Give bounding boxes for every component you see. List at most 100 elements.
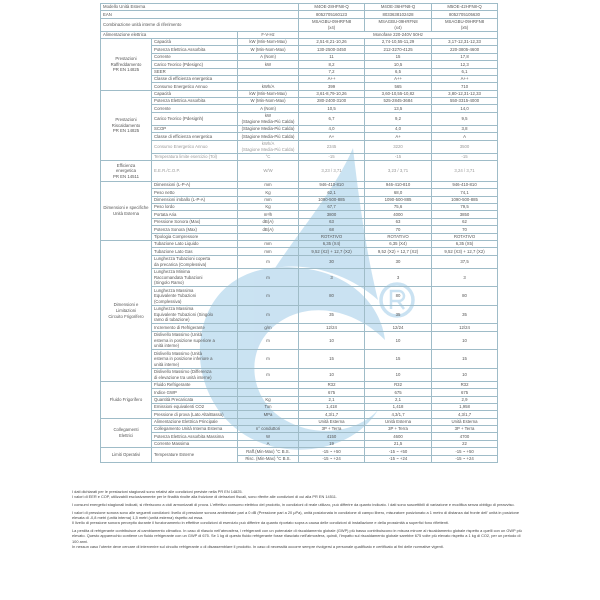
row-value: 3	[364, 267, 433, 288]
row-value: 280-2400-3100	[298, 97, 366, 106]
row-label: Pressione Sonora (Max)	[151, 217, 238, 227]
row-value: 3,24 / 3,71	[431, 159, 499, 182]
row-unit: m	[236, 254, 300, 269]
row-label: Indice GWP	[151, 388, 238, 397]
row-value: 15	[431, 349, 499, 369]
spec-row: Temperatura limite esercizio (Tol) °C -15-…	[101, 152, 499, 161]
row-value: 80	[431, 286, 499, 306]
row-value: 946-410-810	[298, 180, 366, 190]
row-value: 525-2845-3684	[364, 97, 433, 106]
spec-row: Dimensioni e specifiche Unità Esterna Dim…	[100, 180, 499, 241]
ean-value: 8052705105630	[431, 10, 499, 19]
row-value: 4,3/1,7	[431, 410, 499, 419]
row-value: R32	[364, 380, 433, 390]
row-value: 10	[364, 330, 433, 351]
row-value: -15 ~ +50	[431, 447, 499, 456]
row-value: 1,958	[431, 402, 499, 412]
footnote: I dati dichiarati per le prestazioni sta…	[72, 488, 337, 500]
row-label: Incremento di Refrigerante	[151, 323, 238, 332]
row-value: 3500	[431, 139, 499, 154]
row-value: 4700	[431, 432, 499, 441]
spec-row: Tipologia Compressore ROTATIVO ROTATIVO ROT…	[101, 232, 499, 241]
row-value: 2,74-10,55-11,29	[364, 38, 433, 47]
footnote: La perdita di refrigerante contribuisce …	[72, 527, 522, 550]
row-unit: dB(A)	[236, 217, 300, 227]
row-label: Alimentazione Elettrica Principale	[151, 417, 238, 427]
row-value: 80	[298, 286, 366, 306]
spec-row: Dimensioni imballo (L-P-A) mm 1090-500-885…	[101, 195, 499, 205]
row-label: Peso lordo	[151, 203, 238, 212]
row-unit: mm	[236, 247, 300, 256]
row-value: 710	[431, 82, 499, 91]
row-label: Collegamento Unità Interna Esterna	[151, 425, 238, 434]
row-label: Potenza Elettrica Assorbita	[151, 45, 238, 54]
row-value: 2345	[298, 139, 366, 154]
row-value: 212-3270-4125	[364, 45, 433, 54]
row-unit: Kg	[236, 203, 300, 212]
row-value: Unità Esterna	[364, 417, 433, 427]
row-value: 3,23 / 3,71	[298, 159, 366, 182]
ean-value: 8033638102428	[364, 10, 433, 19]
power-supply-value: Monofase 220-240V 50Hz	[298, 30, 499, 40]
spec-row: Corrente A (Nom) 10,5 13,5 14,0	[101, 104, 499, 113]
row-unit: m	[236, 267, 300, 288]
row-value: 15	[298, 349, 366, 369]
row-unit: m	[236, 330, 300, 351]
row-label: Pressione di prova (Lato Alta/Bassa)	[151, 410, 238, 419]
spec-row: Incremento di Refrigerante g/m 12/24 12/24 1…	[101, 323, 499, 332]
row-label: Lunghezza Massima Equivalente Tubazioni …	[151, 304, 238, 325]
spec-row: Risc. (Min-Max) °C B.S. -15 ~ +24 -15 ~ +2…	[101, 454, 499, 463]
row-value: 13,5	[364, 104, 433, 113]
row-label: Temperature Esterne	[151, 447, 238, 463]
row-unit	[236, 67, 300, 76]
row-value: 3,17-12,31-12,33	[431, 38, 499, 47]
spec-row: Lunghezza Massima Equivalente Tubazioni …	[101, 304, 499, 325]
row-value: 75,6	[364, 203, 433, 212]
row-value: -15 ~ +24	[298, 454, 366, 463]
row-label: Carico Teorico (Pdesignc)	[151, 60, 238, 69]
row-value: 675	[364, 388, 433, 397]
row-unit: A (Nom)	[236, 52, 300, 62]
row-label: Capacità	[151, 89, 238, 99]
row-value: 67,7	[298, 203, 366, 212]
row-label: Temperatura limite esercizio (Tol)	[151, 152, 238, 161]
spec-row: Classe di efficienza energetica (Stagione…	[101, 132, 499, 141]
row-value: 9,2	[364, 111, 433, 126]
row-unit: Risc. (Min-Max) °C B.S.	[236, 454, 300, 463]
row-value: 565	[364, 82, 433, 91]
row-value: 10	[364, 367, 433, 382]
row-label: Corrente	[151, 104, 238, 113]
row-value: -15	[364, 152, 433, 161]
row-value: 9,52 (X2) + 12,7 (X2)	[364, 247, 433, 256]
spec-row: Pressione Sonora (Max) dB(A) 63 63 62	[101, 217, 499, 227]
row-value: 1,418	[298, 402, 366, 412]
spec-row: Dislivello Massimo (Differenza di elevaz…	[101, 367, 499, 382]
row-unit: m	[236, 367, 300, 382]
row-value: 220-3805-4600	[431, 45, 499, 54]
row-label: SEER	[151, 67, 238, 76]
row-value: 3	[298, 267, 366, 288]
row-label: Portata Aria	[151, 210, 238, 219]
row-unit: kW	[236, 60, 300, 69]
spec-row: Classe di efficienza energetica A++ A++ A++	[101, 74, 499, 84]
row-value: 10	[298, 330, 366, 351]
spec-row: Potenza Elettrica Assorbita Massima W 4150…	[101, 432, 499, 441]
row-value: 4,0	[364, 124, 433, 134]
spec-row: Potenza Sonora (Max) dB(A) 68 70 70	[101, 225, 499, 234]
spec-row: Fluido Frigorifero Fluido Refrigerante R32…	[100, 380, 499, 419]
row-label: Tipologia Compressore	[151, 232, 238, 241]
row-value: 68	[298, 225, 366, 234]
row-value: ROTATIVO	[431, 232, 499, 241]
row-value: 79,5	[431, 203, 499, 212]
row-value: 14,0	[431, 104, 499, 113]
row-value: 19	[298, 439, 366, 449]
row-value: 9,52 (X3) + 12,7 (X2)	[431, 247, 499, 256]
section-title: Prestazioni Raffreddamento PR EN 14825	[100, 38, 152, 91]
row-unit: kWh/A	[236, 82, 300, 91]
row-value: 15	[364, 52, 433, 62]
row-value: 11	[298, 52, 366, 62]
row-value: 30	[298, 254, 366, 269]
row-unit: kWh/A (Stagione Media-Più Calda)	[236, 139, 300, 154]
row-label: Consumo Energetico Annuo	[151, 82, 238, 91]
row-value: 30	[364, 254, 433, 269]
